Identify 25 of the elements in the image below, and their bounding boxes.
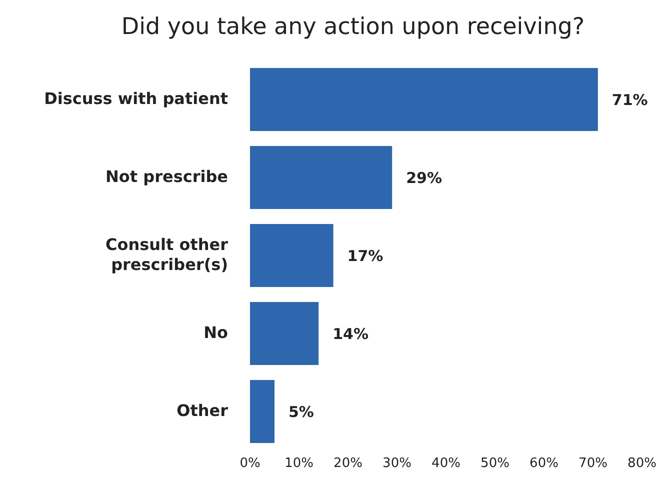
bar (250, 68, 598, 131)
y-tick-label: Other (176, 401, 228, 420)
x-tick-label: 70% (578, 456, 608, 472)
bar (250, 302, 319, 365)
y-tick-label: Not prescribe (106, 167, 228, 186)
data-label: 5% (288, 402, 314, 421)
bar (250, 146, 392, 209)
bar (250, 224, 334, 287)
data-label: 29% (406, 168, 442, 187)
bar (250, 380, 274, 443)
data-label: 14% (332, 324, 369, 343)
x-tick-label: 50% (480, 456, 510, 472)
y-tick-label: Consult other prescriber(s) (105, 235, 228, 274)
x-tick-label: 20% (334, 456, 362, 472)
x-tick-label: 80% (628, 456, 656, 472)
x-tick-label: 10% (284, 456, 314, 472)
x-tick-label: 60% (530, 456, 558, 472)
y-tick-label: Discuss with patient (44, 89, 228, 108)
data-label: 71% (612, 90, 648, 109)
x-tick-label: 40% (432, 456, 460, 472)
data-label: 17% (347, 246, 384, 265)
x-tick-label: 30% (382, 456, 412, 472)
x-tick-label: 0% (240, 456, 260, 472)
chart-title: Did you take any action upon receiving? (120, 13, 586, 42)
y-tick-label: No (204, 323, 228, 342)
